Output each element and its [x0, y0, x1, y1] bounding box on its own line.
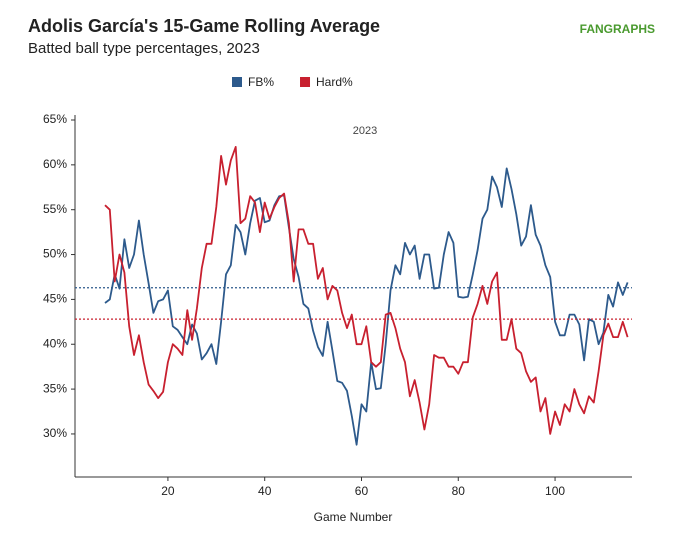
annotation: 2023	[353, 125, 377, 137]
legend-label: FB%	[248, 75, 274, 89]
x-tick-label: 40	[258, 484, 272, 498]
x-tick-label: 60	[355, 484, 369, 498]
brand-logo: FANGRAPHS	[580, 22, 655, 36]
y-tick-label: 55%	[43, 202, 67, 216]
chart-subtitle: Batted ball type percentages, 2023	[28, 40, 260, 57]
y-tick-label: 35%	[43, 381, 67, 395]
series-line	[104, 167, 629, 446]
y-tick-label: 65%	[43, 112, 67, 126]
x-tick-label: 80	[452, 484, 466, 498]
x-tick-label: 20	[161, 484, 175, 498]
series-line	[104, 146, 629, 435]
y-tick-label: 45%	[43, 292, 67, 306]
y-tick-label: 30%	[43, 426, 67, 440]
chart-title: Adolis García's 15-Game Rolling Average	[28, 16, 380, 36]
x-tick-label: 100	[545, 484, 565, 498]
legend-swatch	[300, 77, 311, 87]
y-tick-label: 40%	[43, 336, 67, 350]
x-axis-label: Game Number	[314, 510, 393, 524]
legend-label: Hard%	[316, 75, 353, 89]
y-tick-label: 60%	[43, 157, 67, 171]
y-tick-label: 50%	[43, 247, 67, 261]
legend-swatch	[232, 77, 242, 87]
